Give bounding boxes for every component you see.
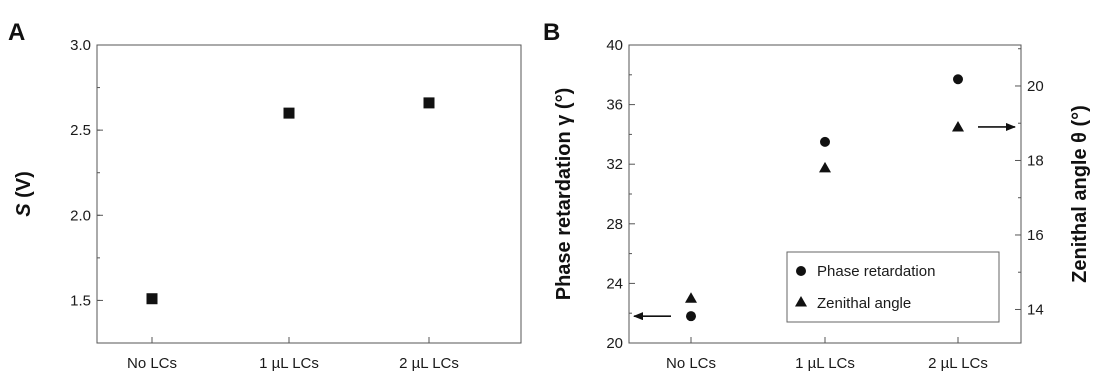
panel-a-y-axis-title-unit: (V) — [13, 171, 35, 203]
panel-b-phase-retardation-point — [953, 74, 963, 85]
panel-b-y-tick-label: 28 — [606, 216, 623, 233]
panel-b-legend — [786, 251, 1000, 323]
panel-b: B 20 24 28 32 36 40 14 16 18 20 No LCs 1 µL LCs 2 µL… — [543, 19, 1091, 372]
panel-b-letter: B — [543, 19, 560, 46]
legend-triangle-marker — [795, 296, 807, 307]
panel-b-zenithal-angle-point — [952, 120, 964, 132]
panel-b-phase-retardation-point — [820, 136, 830, 147]
panel-a-y-tick-label: 3.0 — [70, 37, 91, 54]
panel-b-x-tick-label: 2 µL LCs — [928, 355, 988, 372]
panel-a-y-axis-title: S (V) — [13, 171, 35, 217]
panel-a-x-tick-label: 2 µL LCs — [399, 355, 459, 372]
panel-b-y2-tick-label: 20 — [1027, 78, 1044, 95]
panel-b-y2-tick-label: 14 — [1027, 301, 1044, 318]
panel-b-y2-tick-label: 16 — [1027, 227, 1044, 244]
panel-a-plot-frame — [96, 44, 522, 344]
panel-b-zenithal-angle-point — [819, 161, 831, 173]
panel-b-y-tick-label: 40 — [606, 37, 623, 54]
panel-b-x-tick-label: No LCs — [666, 355, 716, 372]
panel-a-y-axis-title-symbol: S — [13, 203, 35, 217]
panel-b-y-axis-title: Phase retardation γ (°) — [553, 88, 575, 301]
legend-entry-phase-retardation: Phase retardation — [817, 263, 935, 280]
panel-a-letter: A — [8, 19, 25, 46]
panel-b-y2-axis-title: Zenithal angle θ (°) — [1069, 105, 1091, 283]
panel-b-y-tick-label: 32 — [606, 156, 623, 173]
panel-b-x-tick-label: 1 µL LCs — [795, 355, 855, 372]
panel-b-y2-tick-label: 18 — [1027, 152, 1044, 169]
panel-b-phase-retardation-point — [686, 311, 696, 322]
panel-b-y-tick-label: 36 — [606, 97, 623, 114]
legend-circle-marker — [796, 266, 806, 276]
panel-b-y-tick-label: 24 — [606, 275, 623, 292]
panel-b-y-tick-label: 20 — [606, 335, 623, 352]
panel-a-x-tick-label: 1 µL LCs — [259, 355, 319, 372]
panel-a: A 1.5 2.0 2.5 3.0 No LCs 1 µL LCs 2 µL LCs S (V… — [8, 19, 522, 372]
panel-a-data-point — [146, 293, 158, 305]
panel-b-zenithal-angle-point — [685, 292, 697, 303]
panel-a-y-tick-label: 2.5 — [70, 122, 91, 139]
legend-entry-zenithal-angle: Zenithal angle — [817, 295, 911, 312]
panel-a-y-tick-label: 2.0 — [70, 207, 91, 224]
panel-a-data-point — [423, 97, 435, 109]
panel-a-y-tick-label: 1.5 — [70, 292, 91, 309]
panel-a-data-point — [283, 107, 295, 119]
panel-a-x-tick-label: No LCs — [127, 355, 177, 372]
